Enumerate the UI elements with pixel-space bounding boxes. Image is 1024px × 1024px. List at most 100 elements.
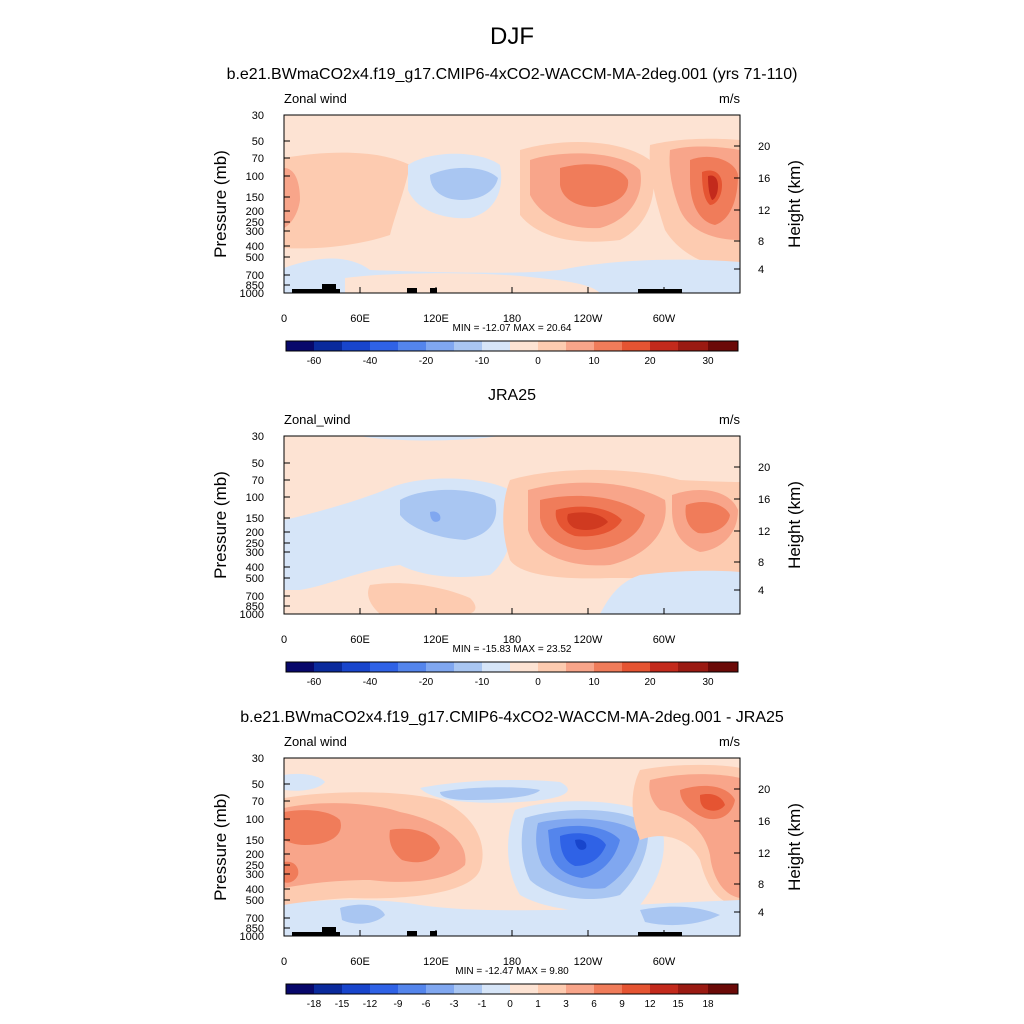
y-tick-label: 300 [246, 226, 264, 238]
y-tick-label: 300 [246, 869, 264, 881]
colorbar-tick-label: 0 [535, 356, 541, 367]
y-tick-label: 50 [252, 136, 264, 148]
x-axis-ticks: 0 60E 120E 180 120W 60W [281, 930, 676, 968]
y-tick-label: 500 [246, 252, 264, 264]
units-label: m/s [719, 91, 740, 106]
y-tick-label: 400 [246, 884, 264, 896]
topography [292, 284, 682, 293]
height-tick-label: 20 [758, 784, 770, 796]
y-tick-label: 700 [246, 913, 264, 925]
x-tick-label: 120W [574, 313, 603, 325]
colorbar-tick-label: 20 [644, 356, 656, 367]
colorbar-tick-label: 10 [588, 356, 600, 367]
y-tick-label: 150 [246, 192, 264, 204]
contour-field [284, 436, 740, 614]
contour-fill [340, 904, 385, 924]
colorbar-tick-label: 20 [644, 677, 656, 688]
x-tick-label: 60E [350, 956, 370, 968]
y-tick-label: 200 [246, 206, 264, 218]
colorbar-tick-label: -60 [307, 356, 322, 367]
height-axis-label: Height (km) [785, 803, 804, 891]
contour-fill [430, 167, 498, 200]
contour-fill [708, 175, 718, 200]
y-tick-label: 150 [246, 835, 264, 847]
panel-title: JRA25 [488, 387, 536, 404]
contour-fill [430, 511, 441, 522]
height-axis-ticks: 20 16 12 8 4 [734, 462, 770, 597]
height-tick-label: 20 [758, 462, 770, 474]
contour-fill [567, 512, 608, 530]
panel-title: b.e21.BWmaCO2x4.f19_g17.CMIP6-4xCO2-WACC… [240, 709, 784, 726]
colorbar-tick-label: -1 [478, 999, 487, 1010]
x-tick-label: 60E [350, 313, 370, 325]
height-tick-label: 4 [758, 907, 764, 919]
colorbar-tick-label: -10 [475, 356, 490, 367]
y-tick-label: 50 [252, 458, 264, 470]
panel-reanalysis: JRA25 Zonal_wind m/s 30 50 [211, 387, 804, 688]
height-tick-label: 4 [758, 264, 764, 276]
contour-fill [284, 861, 299, 883]
x-tick-label: 180 [503, 634, 521, 646]
y-axis-ticks: 30 50 70 100 150 200 250 300 400 500 700… [240, 753, 290, 943]
variable-label: Zonal wind [284, 91, 347, 106]
contour-fill [600, 570, 740, 614]
colorbar-tick-label: -12 [363, 999, 378, 1010]
y-tick-label: 200 [246, 527, 264, 539]
panel-title: b.e21.BWmaCO2x4.f19_g17.CMIP6-4xCO2-WACC… [227, 66, 798, 83]
x-tick-label: 0 [281, 634, 287, 646]
contour-fill [400, 489, 497, 540]
height-axis-ticks: 20 16 12 8 4 [734, 784, 770, 919]
y-tick-label: 30 [252, 431, 264, 443]
height-tick-label: 8 [758, 879, 764, 891]
y-axis-ticks: 30 50 70 100 150 200 250 300 400 500 700… [240, 110, 290, 300]
colorbar-tick-label: -60 [307, 677, 322, 688]
colorbar-tick-label: -3 [450, 999, 459, 1010]
colorbar: -18 -15 -12 -9 -6 -3 -1 0 1 3 6 9 12 15 … [285, 983, 739, 1010]
y-tick-label: 50 [252, 779, 264, 791]
colorbar-tick-label: -20 [419, 356, 434, 367]
contour-fill [440, 787, 540, 800]
y-axis-ticks: 30 50 70 100 150 200 250 300 400 500 700… [240, 431, 290, 621]
x-tick-label: 60W [653, 634, 676, 646]
colorbar-tick-label: -10 [475, 677, 490, 688]
contour-fill [640, 906, 720, 926]
height-tick-label: 4 [758, 585, 764, 597]
topography [292, 927, 682, 936]
y-tick-label: 150 [246, 513, 264, 525]
y-tick-label: 100 [246, 492, 264, 504]
units-label: m/s [719, 412, 740, 427]
panel-difference: b.e21.BWmaCO2x4.f19_g17.CMIP6-4xCO2-WACC… [211, 709, 804, 1010]
contour-fill [284, 773, 325, 791]
y-tick-label: 70 [252, 796, 264, 808]
y-tick-label: 1000 [240, 288, 264, 300]
contour-fill [284, 810, 341, 845]
y-tick-label: 30 [252, 753, 264, 765]
contour-field [284, 758, 740, 936]
colorbar-tick-label: -15 [335, 999, 350, 1010]
height-tick-label: 20 [758, 141, 770, 153]
colorbar-tick-label: -40 [363, 677, 378, 688]
x-tick-label: 60W [653, 313, 676, 325]
min-max-stats: MIN = -12.47 MAX = 9.80 [455, 966, 569, 977]
x-tick-label: 180 [503, 313, 521, 325]
height-tick-label: 8 [758, 557, 764, 569]
y-tick-label: 700 [246, 591, 264, 603]
colorbar-tick-label: 30 [702, 677, 714, 688]
height-tick-label: 12 [758, 526, 770, 538]
y-tick-label: 850 [246, 280, 264, 292]
variable-label: Zonal_wind [284, 412, 351, 427]
y-axis-label: Pressure (mb) [211, 150, 230, 258]
contour-fill [284, 152, 410, 249]
colorbar: -60 -40 -20 -10 0 10 20 30 [285, 661, 739, 688]
height-tick-label: 12 [758, 848, 770, 860]
y-tick-label: 100 [246, 171, 264, 183]
colorbar: -60 -40 -20 -10 0 10 20 30 [285, 340, 739, 367]
units-label: m/s [719, 734, 740, 749]
panel-model: b.e21.BWmaCO2x4.f19_g17.CMIP6-4xCO2-WACC… [211, 66, 804, 367]
y-tick-label: 400 [246, 241, 264, 253]
contour-fill [685, 501, 730, 534]
y-tick-label: 1000 [240, 609, 264, 621]
colorbar-tick-label: 10 [588, 677, 600, 688]
colorbar-tick-label: 0 [535, 677, 541, 688]
y-tick-label: 300 [246, 547, 264, 559]
